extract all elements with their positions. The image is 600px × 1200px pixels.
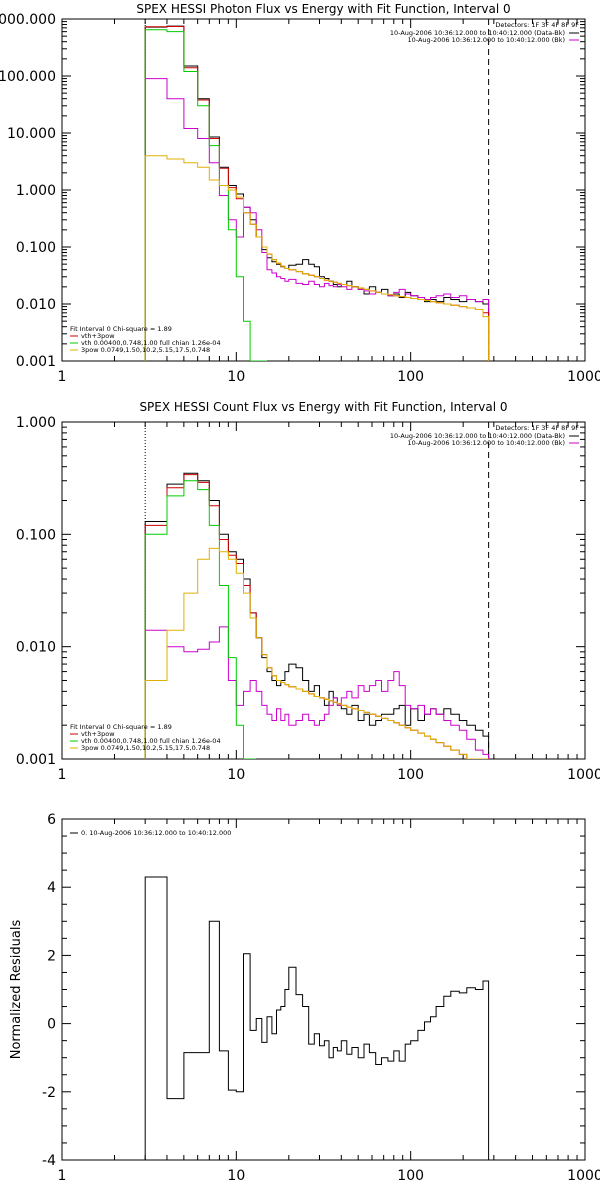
x-tick-label: 10	[227, 369, 245, 385]
y-axis: -4 -2 0 2 4 6	[42, 812, 585, 1169]
y-tick-label: 6	[47, 812, 56, 828]
y-tick-label: 0	[47, 1017, 56, 1033]
series-line-data-bk	[144, 25, 490, 361]
y-tick-label: -4	[42, 1153, 56, 1169]
series-line-vth-3pow	[144, 26, 490, 361]
x-tick-label: 1000	[567, 767, 600, 783]
legend-entry: 10-Aug-2006 10:36:12.000 to 10:40:12.000…	[408, 439, 565, 447]
y-tick-label: 100.000	[0, 69, 56, 85]
x-axis: 1 10 100 1000	[58, 19, 600, 385]
x-tick-label: 1000	[567, 1168, 600, 1184]
series-group	[144, 876, 490, 1160]
y-tick-label: 1000.000	[0, 12, 56, 28]
chart-panel-3: 1 10 100 1000 -4 -2 0 2 4 6 Normalized Residuals 0.…	[9, 812, 600, 1184]
y-tick-label: 4	[47, 880, 56, 896]
plot-frame	[61, 818, 586, 1161]
x-tick-label: 100	[397, 767, 424, 783]
legend-entry: 3pow 0.0749,1.50,10.2,5.15,17.5,0.748	[81, 744, 210, 752]
legend-entry: 10-Aug-2006 10:36:12.000 to 10:40:12.000…	[390, 29, 565, 37]
y-axis-label: Normalized Residuals	[9, 920, 24, 1060]
x-tick-label: 100	[397, 1168, 424, 1184]
y-axis: 0.001 0.010 0.100 1.000 10.000 100.000 1000.00…	[0, 12, 585, 370]
chart-panel-1: SPEX HESSI Photon Flux vs Energy with Fi…	[0, 2, 600, 385]
x-tick-label: 1	[58, 767, 67, 783]
y-tick-label: 0.010	[16, 640, 56, 656]
series-line-vth	[144, 29, 267, 361]
x-tick-label: 100	[397, 369, 424, 385]
x-axis: 1 10 100 1000	[58, 819, 600, 1184]
y-tick-label: 10.000	[7, 126, 56, 142]
y-tick-label: 0.001	[16, 752, 56, 768]
series-line-bk	[144, 78, 490, 361]
y-tick-label: 1.000	[16, 415, 56, 431]
legend-entry: vth 0.00400,0.748,1.00 full chian 1.26e-…	[81, 737, 221, 745]
y-tick-label: 0.001	[16, 354, 56, 370]
legend-entry: Fit Interval 0 Chi-square = 1.89	[70, 325, 172, 333]
legend-entry: vth+3pow	[81, 332, 115, 340]
y-tick-label: 2	[47, 948, 56, 964]
x-tick-label: 10	[227, 1168, 245, 1184]
chart-title: SPEX HESSI Photon Flux vs Energy with Fi…	[136, 2, 510, 16]
x-tick-label: 1000	[567, 369, 600, 385]
detectors-label: Detectors: 1F 3F 4F 8F 9F	[495, 424, 579, 432]
detectors-label: Detectors: 1F 3F 4F 8F 9F	[495, 21, 579, 29]
x-tick-label: 1	[58, 1168, 67, 1184]
plot-frame	[61, 421, 586, 760]
chart-panel-2: SPEX HESSI Count Flux vs Energy with Fit…	[16, 400, 600, 783]
series-line-data-bk	[144, 472, 490, 759]
y-tick-label: 1.000	[16, 183, 56, 199]
y-tick-label: 0.100	[16, 240, 56, 256]
legend-entry: 3pow 0.0749,1.50,10.2,5.15,17.5,0.748	[81, 346, 210, 354]
series-line-3pow	[144, 547, 489, 759]
series-group	[144, 472, 490, 759]
legend-entry: 10-Aug-2006 10:36:12.000 to 10:40:12.000…	[408, 36, 565, 44]
legend-entry: 0. 10-Aug-2006 10:36:12.000 to 10:40:12.…	[81, 829, 231, 837]
legend-entry: Fit Interval 0 Chi-square = 1.89	[70, 723, 172, 731]
chart-title: SPEX HESSI Count Flux vs Energy with Fit…	[139, 400, 507, 414]
legend-entry: 10-Aug-2006 10:36:12.000 to 10:40:12.000…	[390, 432, 565, 440]
y-axis: 0.001 0.010 0.100 1.000	[16, 415, 585, 768]
plot-frame	[61, 18, 586, 362]
y-tick-label: 0.100	[16, 527, 56, 543]
series-line-residuals	[144, 876, 490, 1160]
y-tick-label: 0.010	[16, 297, 56, 313]
series-line-vth	[144, 480, 257, 759]
x-axis: 1 10 100 1000	[58, 422, 600, 783]
x-tick-label: 10	[227, 767, 245, 783]
legend-entry: vth 0.00400,0.748,1.00 full chian 1.26e-…	[81, 339, 221, 347]
series-line-vth-3pow	[144, 474, 489, 759]
y-tick-label: -2	[42, 1085, 56, 1101]
series-line-3pow	[144, 155, 490, 361]
series-group	[144, 25, 490, 361]
x-tick-label: 1	[58, 369, 67, 385]
legend-entry: vth+3pow	[81, 730, 115, 738]
